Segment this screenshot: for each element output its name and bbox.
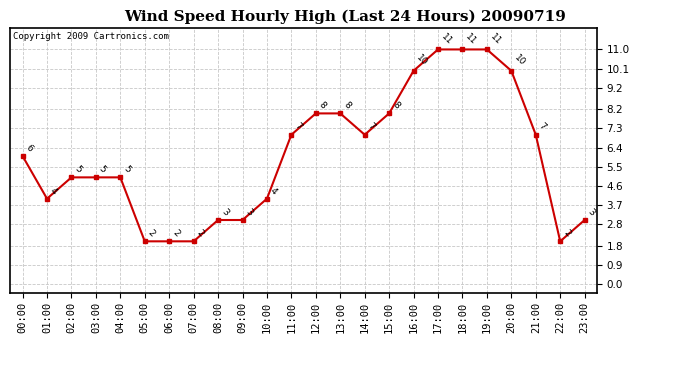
Text: 5: 5 [121,164,132,175]
Text: Copyright 2009 Cartronics.com: Copyright 2009 Cartronics.com [13,32,169,41]
Text: 11: 11 [440,32,454,46]
Text: 3: 3 [244,207,255,217]
Text: 7: 7 [537,122,548,132]
Text: 5: 5 [97,164,108,175]
Text: 2: 2 [146,228,157,238]
Text: Wind Speed Hourly High (Last 24 Hours) 20090719: Wind Speed Hourly High (Last 24 Hours) 2… [124,9,566,24]
Text: 10: 10 [415,54,429,68]
Text: 3: 3 [586,207,596,217]
Text: 4: 4 [48,186,59,196]
Text: 2: 2 [170,228,181,238]
Text: 11: 11 [464,32,478,46]
Text: 4: 4 [268,186,279,196]
Text: 8: 8 [317,100,328,111]
Text: 11: 11 [489,32,503,46]
Text: 8: 8 [391,100,401,111]
Text: 3: 3 [219,207,230,217]
Text: 10: 10 [513,54,527,68]
Text: 5: 5 [73,164,83,175]
Text: 2: 2 [195,228,206,238]
Text: 7: 7 [366,122,377,132]
Text: 2: 2 [562,228,572,238]
Text: 7: 7 [293,122,303,132]
Text: 8: 8 [342,100,352,111]
Text: 6: 6 [24,143,34,153]
